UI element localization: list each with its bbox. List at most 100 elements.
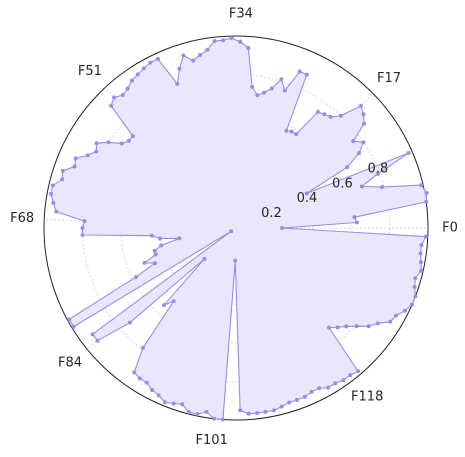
data-point-117 — [341, 378, 346, 383]
data-point-31 — [255, 93, 260, 98]
data-point-124 — [366, 324, 371, 329]
data-point-102 — [220, 417, 225, 422]
data-point-101 — [212, 416, 217, 421]
data-point-100 — [204, 409, 209, 414]
data-point-136 — [419, 242, 424, 247]
data-point-5 — [419, 183, 424, 188]
data-point-48 — [129, 78, 134, 83]
data-point-122 — [344, 324, 349, 329]
data-point-126 — [388, 319, 393, 324]
data-point-108 — [271, 408, 276, 413]
data-point-53 — [130, 133, 135, 138]
data-point-68 — [82, 219, 87, 224]
data-point-35 — [229, 35, 234, 40]
data-point-106 — [255, 411, 260, 416]
data-point-107 — [263, 409, 268, 414]
data-point-59 — [85, 153, 90, 158]
axis-label-F101: F101 — [196, 433, 228, 448]
data-point-105 — [246, 411, 251, 416]
data-point-84 — [95, 338, 100, 343]
data-point-123 — [354, 324, 359, 329]
data-point-70 — [80, 232, 85, 237]
data-point-60 — [73, 156, 78, 161]
data-point-121 — [335, 325, 340, 330]
data-point-21 — [315, 109, 320, 114]
data-point-131 — [412, 284, 417, 289]
data-point-61 — [72, 164, 77, 169]
data-point-133 — [419, 268, 424, 273]
data-point-20 — [322, 112, 327, 117]
data-point-17 — [358, 103, 363, 108]
data-point-137 — [423, 234, 428, 239]
data-point-77 — [142, 260, 147, 265]
series-layer — [50, 37, 428, 421]
data-point-66 — [51, 200, 56, 205]
data-point-2 — [352, 215, 357, 220]
data-point-78 — [152, 261, 157, 266]
data-point-83 — [90, 332, 95, 337]
data-point-39 — [198, 53, 203, 58]
data-point-43 — [175, 81, 180, 86]
data-point-55 — [119, 141, 124, 146]
data-point-118 — [348, 373, 353, 378]
axis-label-F84: F84 — [58, 356, 82, 371]
data-point-13 — [361, 140, 366, 145]
ring-tick-label: 0.8 — [368, 162, 389, 177]
data-point-73 — [177, 236, 182, 241]
data-point-62 — [60, 168, 65, 173]
data-point-74 — [159, 243, 164, 248]
data-point-94 — [156, 393, 161, 398]
axis-label-F118: F118 — [351, 390, 383, 405]
data-point-4 — [424, 190, 429, 195]
data-point-76 — [153, 252, 158, 257]
axis-label-F34: F34 — [229, 7, 253, 22]
data-point-38 — [205, 47, 210, 52]
data-point-16 — [361, 112, 366, 117]
data-point-75 — [152, 248, 157, 253]
data-point-28 — [279, 77, 284, 82]
data-point-110 — [287, 400, 292, 405]
data-point-82 — [229, 229, 234, 234]
data-point-50 — [120, 93, 125, 98]
data-point-88 — [171, 299, 176, 304]
data-point-34 — [238, 39, 243, 44]
data-point-134 — [419, 260, 424, 265]
data-point-90 — [132, 370, 137, 375]
data-point-33 — [246, 45, 251, 50]
data-point-119 — [356, 369, 361, 374]
data-point-97 — [180, 402, 185, 407]
data-point-81 — [71, 324, 76, 329]
data-point-115 — [326, 385, 331, 390]
ring-label-layer: 0.2 0.4 0.6 0.8 — [261, 162, 388, 221]
data-point-99 — [195, 412, 200, 417]
data-point-130 — [413, 294, 418, 299]
ring-tick-label: 0.4 — [297, 191, 318, 206]
data-point-98 — [186, 410, 191, 415]
data-point-3 — [424, 199, 429, 204]
data-point-0 — [280, 226, 285, 230]
data-point-72 — [157, 236, 162, 241]
axis-label-F68: F68 — [10, 211, 34, 226]
data-point-95 — [162, 400, 167, 405]
data-point-7 — [359, 184, 364, 189]
data-point-125 — [375, 321, 380, 326]
data-point-6 — [380, 185, 385, 190]
data-point-12 — [357, 151, 362, 156]
axis-label-F17: F17 — [377, 71, 401, 86]
data-point-65 — [48, 191, 53, 196]
data-point-47 — [135, 72, 140, 77]
outer-frame — [43, 35, 429, 421]
ring-tick-label: 0.2 — [261, 206, 282, 221]
data-point-8 — [375, 171, 380, 176]
data-point-114 — [317, 386, 322, 391]
data-point-30 — [262, 90, 267, 95]
data-point-64 — [50, 183, 55, 188]
data-point-40 — [191, 58, 196, 63]
data-point-96 — [171, 401, 176, 406]
data-point-52 — [109, 103, 114, 108]
data-point-93 — [150, 387, 155, 392]
data-point-46 — [141, 66, 146, 71]
data-point-116 — [333, 381, 338, 386]
data-point-19 — [328, 114, 333, 119]
data-point-63 — [60, 177, 65, 182]
